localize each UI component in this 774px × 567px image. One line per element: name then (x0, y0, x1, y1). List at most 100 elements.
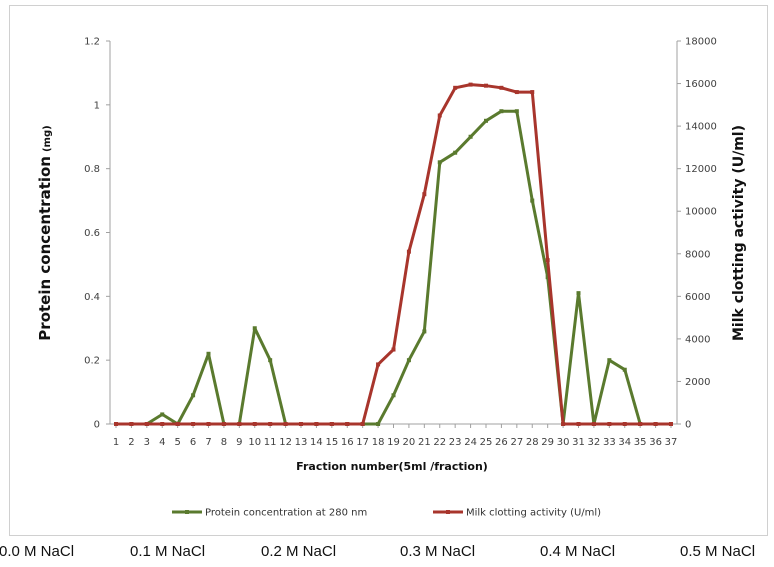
nacl-label-4: 0.4 M NaCl (540, 543, 616, 560)
x-tick-label: 14 (310, 437, 323, 448)
series-point-milk-clotting (268, 422, 273, 426)
y-axis-left-label: Protein concentration(mg) (36, 125, 54, 340)
y-left-tick-label: 0.6 (84, 228, 100, 239)
series-point-milk-clotting (437, 113, 442, 118)
series-point-milk-clotting (669, 422, 673, 426)
x-tick-label: 5 (174, 437, 180, 448)
plot-area: 0 0.2 0.4 0.6 0.8 1 1.2 0 2000 4000 6000 8000 10000 1… (84, 37, 717, 449)
series-point-milk-clotting (283, 422, 288, 426)
series-point-protein (484, 118, 488, 123)
x-tick-label: 24 (464, 437, 477, 448)
legend-marker-1 (446, 510, 450, 514)
y-right-tick-label: 2000 (685, 377, 710, 388)
chart-frame (9, 5, 768, 536)
series-point-protein (437, 160, 442, 165)
series-point-milk-clotting (329, 422, 334, 426)
x-tick-label: 29 (541, 437, 554, 448)
series-point-milk-clotting (484, 83, 488, 88)
x-tick-label: 20 (403, 437, 416, 448)
series-point-milk-clotting (252, 422, 257, 426)
nacl-label-5: 0.5 M NaCl (680, 543, 756, 560)
series-point-milk-clotting (206, 422, 211, 426)
series-point-milk-clotting (545, 258, 550, 263)
series-point-protein (576, 291, 581, 296)
y-right-tick-label: 8000 (685, 249, 710, 260)
series-point-milk-clotting (453, 85, 458, 90)
series-point-protein (252, 326, 257, 331)
series-point-protein (160, 412, 165, 417)
y-left-tick-label: 1 (94, 100, 100, 111)
series-point-protein (453, 150, 458, 155)
x-tick-label: 25 (480, 437, 493, 448)
y-left-tick-label: 1.2 (84, 37, 100, 48)
y-right-tick-label: 16000 (685, 79, 717, 90)
legend-marker-0 (185, 510, 189, 514)
x-tick-label: 28 (526, 437, 539, 448)
x-tick-label: 12 (279, 437, 292, 448)
series-point-protein (376, 422, 381, 426)
series-point-milk-clotting (422, 192, 427, 197)
x-tick-label: 8 (221, 437, 227, 448)
chart-svg: 0 0.2 0.4 0.6 0.8 1 1.2 0 2000 4000 6000 8000 10000 1… (36, 37, 747, 519)
legend-label-0: Protein concentration at 280 nm (205, 508, 367, 519)
series-point-protein (468, 134, 473, 139)
series-point-milk-clotting (653, 422, 658, 426)
series-point-milk-clotting (468, 82, 473, 87)
x-tick-label: 33 (603, 437, 616, 448)
x-tick-label: 13 (295, 437, 308, 448)
x-tick-label: 35 (634, 437, 647, 448)
x-tick-label: 10 (248, 437, 261, 448)
series-point-milk-clotting (406, 249, 411, 254)
y-right-tick-label: 4000 (685, 334, 710, 345)
y-right-tick-label: 6000 (685, 292, 710, 303)
nacl-label-0: 0.0 M NaCl (0, 543, 75, 560)
y-left-tick-label: 0.4 (84, 292, 100, 303)
x-tick-label: 17 (356, 437, 369, 448)
series-point-milk-clotting (622, 422, 627, 426)
series-point-milk-clotting (576, 422, 581, 426)
x-tick-label: 7 (205, 437, 211, 448)
series-point-milk-clotting (499, 85, 504, 90)
series-point-milk-clotting (561, 422, 566, 426)
x-tick-label: 3 (144, 437, 150, 448)
series-point-protein (622, 367, 627, 372)
x-tick-label: 23 (449, 437, 462, 448)
series-point-milk-clotting (191, 422, 196, 426)
series-point-protein (422, 329, 427, 334)
series-point-protein (514, 109, 519, 114)
legend: Protein concentration at 280 nm Milk clot… (172, 508, 601, 519)
nacl-label-3: 0.3 M NaCl (400, 543, 476, 560)
y-axis-right-label: Milk clotting activity (U/ml) (731, 125, 747, 341)
series-point-milk-clotting (175, 422, 180, 426)
series-point-protein (191, 393, 196, 398)
x-tick-label: 32 (588, 437, 601, 448)
series-point-milk-clotting (299, 422, 303, 426)
x-tick-label: 34 (618, 437, 631, 448)
y-left-tick-label: 0.2 (84, 356, 100, 367)
x-tick-label: 22 (433, 437, 446, 448)
x-tick-label: 36 (649, 437, 662, 448)
series-line-protein (116, 109, 671, 426)
series-point-milk-clotting (607, 422, 612, 426)
series-point-milk-clotting (114, 422, 118, 426)
y-right-tick-label: 12000 (685, 164, 717, 175)
series-point-protein (268, 358, 273, 363)
nacl-label-2: 0.2 M NaCl (261, 543, 337, 560)
x-tick-label: 18 (372, 437, 385, 448)
x-tick-label: 27 (510, 437, 523, 448)
x-tick-label: 4 (159, 437, 165, 448)
series-point-protein (406, 358, 411, 363)
series-point-milk-clotting (221, 422, 226, 426)
y-right-tick-label: 18000 (685, 37, 717, 48)
x-tick-label: 26 (495, 437, 508, 448)
x-tick-label: 1 (113, 437, 119, 448)
x-tick-label: 37 (665, 437, 678, 448)
x-tick-label: 16 (341, 437, 354, 448)
legend-label-1: Milk clotting activity (U/ml) (466, 508, 601, 519)
y-left-tick-label: 0 (94, 420, 100, 431)
series-point-milk-clotting (360, 422, 365, 426)
series-point-milk-clotting (376, 362, 381, 367)
series-point-milk-clotting (514, 90, 519, 95)
y-right-tick-label: 14000 (685, 122, 717, 133)
series-point-milk-clotting (638, 422, 643, 426)
